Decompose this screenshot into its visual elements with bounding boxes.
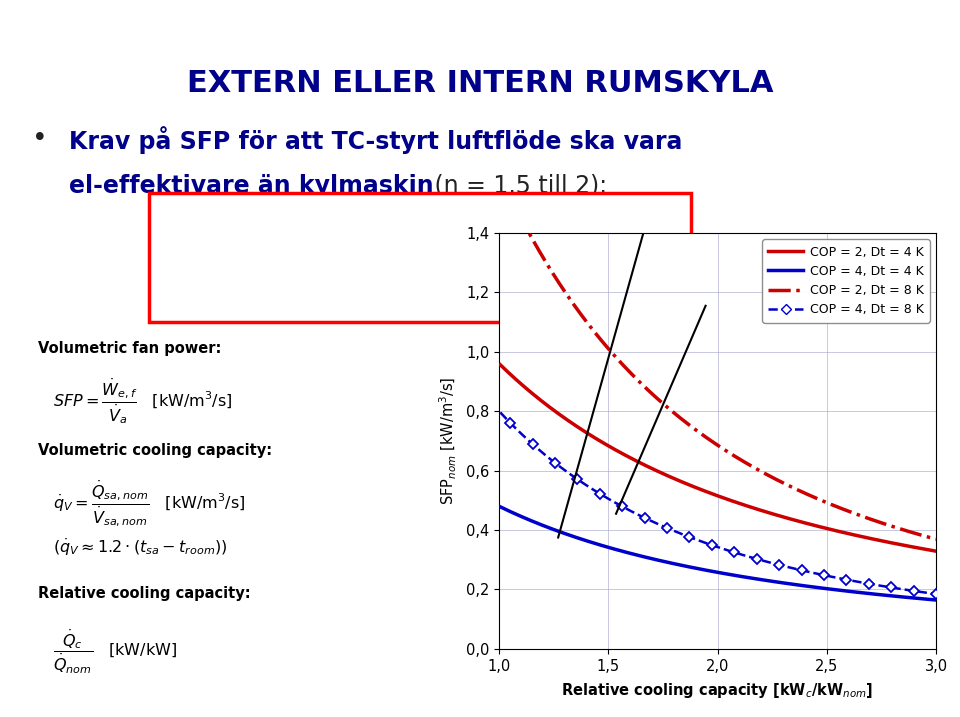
COP = 4, Dt = 4 K bbox=[607, 544, 618, 553]
X-axis label: Relative cooling capacity [kW$_c$/kW$_{nom}$]: Relative cooling capacity [kW$_c$/kW$_{n… bbox=[562, 680, 874, 700]
COP = 2, Dt = 8 K bbox=[607, 349, 618, 358]
COP = 4, Dt = 4 K bbox=[752, 575, 763, 584]
COP = 2, Dt = 8 K bbox=[785, 483, 797, 491]
Legend: COP = 2, Dt = 4 K, COP = 4, Dt = 4 K, COP = 2, Dt = 8 K, COP = 4, Dt = 8 K: COP = 2, Dt = 4 K, COP = 4, Dt = 4 K, CO… bbox=[762, 239, 929, 323]
COP = 4, Dt = 8 K bbox=[707, 541, 718, 549]
COP = 4, Dt = 8 K bbox=[751, 555, 762, 564]
COP = 2, Dt = 8 K bbox=[930, 535, 942, 543]
COP = 2, Dt = 4 K bbox=[691, 484, 703, 493]
Line: COP = 4, Dt = 8 K: COP = 4, Dt = 8 K bbox=[507, 419, 940, 597]
COP = 2, Dt = 4 K bbox=[494, 361, 506, 369]
Y-axis label: SFP$_{nom}$ [kW/m$^3$/s]: SFP$_{nom}$ [kW/m$^3$/s] bbox=[438, 376, 459, 505]
Text: (n = 1,5 till 2):: (n = 1,5 till 2): bbox=[427, 174, 608, 198]
COP = 2, Dt = 8 K bbox=[571, 305, 583, 314]
Text: $SFP_{nom} < \left(\dfrac{\dot{q}_V}{COP_c}\right)\cdot\left(\dfrac{\dot{Q}_{sa}: $SFP_{nom} < \left(\dfrac{\dot{q}_V}{COP… bbox=[165, 226, 675, 289]
COP = 2, Dt = 4 K bbox=[823, 525, 834, 533]
COP = 2, Dt = 8 K bbox=[691, 427, 703, 435]
Text: $SFP = \dfrac{\dot{W}_{e,f}}{\dot{V}_a}$   [kW/m$^3$/s]: $SFP = \dfrac{\dot{W}_{e,f}}{\dot{V}_a}$… bbox=[53, 376, 232, 426]
Text: $\dot{q}_V = \dfrac{\dot{Q}_{sa,nom}}{\dot{V}_{sa,nom}}$   [kW/m$^3$/s]: $\dot{q}_V = \dfrac{\dot{Q}_{sa,nom}}{\d… bbox=[53, 479, 245, 529]
COP = 4, Dt = 8 K bbox=[571, 475, 583, 483]
Text: Krav på SFP för att TC-styrt luftflöde ska vara: Krav på SFP för att TC-styrt luftflöde s… bbox=[69, 125, 683, 153]
COP = 2, Dt = 4 K bbox=[752, 505, 763, 513]
COP = 4, Dt = 8 K bbox=[818, 571, 829, 579]
COP = 4, Dt = 4 K bbox=[823, 584, 834, 593]
COP = 4, Dt = 8 K bbox=[549, 458, 561, 467]
COP = 4, Dt = 8 K bbox=[729, 548, 740, 556]
Text: 2010-02-09 Motor Control Meeting: 2010-02-09 Motor Control Meeting bbox=[17, 691, 281, 706]
COP = 2, Dt = 4 K bbox=[930, 547, 942, 556]
COP = 2, Dt = 8 K bbox=[752, 465, 763, 473]
Text: •: • bbox=[32, 126, 47, 153]
COP = 4, Dt = 8 K bbox=[885, 583, 897, 592]
COP = 2, Dt = 4 K bbox=[785, 515, 797, 523]
COP = 2, Dt = 8 K bbox=[823, 499, 834, 508]
COP = 4, Dt = 8 K bbox=[638, 513, 650, 522]
COP = 4, Dt = 8 K bbox=[616, 502, 628, 511]
Line: COP = 2, Dt = 4 K: COP = 2, Dt = 4 K bbox=[500, 365, 936, 551]
Text: Volumetric fan power:: Volumetric fan power: bbox=[38, 341, 222, 356]
Text: Per Fahlén: Per Fahlén bbox=[862, 691, 943, 706]
COP = 4, Dt = 8 K bbox=[796, 566, 807, 574]
COP = 4, Dt = 4 K bbox=[571, 533, 583, 542]
Text: EXTERN ELLER INTERN RUMSKYLA: EXTERN ELLER INTERN RUMSKYLA bbox=[187, 70, 773, 98]
Text: $\dfrac{\dot{Q}_c}{\dot{Q}_{nom}}$   [kW/kW]: $\dfrac{\dot{Q}_c}{\dot{Q}_{nom}}$ [kW/k… bbox=[53, 628, 177, 676]
COP = 4, Dt = 8 K bbox=[504, 419, 516, 427]
COP = 4, Dt = 4 K bbox=[785, 580, 797, 589]
COP = 2, Dt = 4 K bbox=[607, 444, 618, 452]
Text: $(\dot{q}_V \approx 1.2 \cdot (t_{sa} - t_{room}))$: $(\dot{q}_V \approx 1.2 \cdot (t_{sa} - … bbox=[53, 538, 228, 559]
COP = 4, Dt = 8 K bbox=[594, 490, 606, 498]
COP = 4, Dt = 8 K bbox=[863, 579, 875, 588]
COP = 2, Dt = 8 K bbox=[494, 171, 506, 180]
Text: el-effektivare än kylmaskin: el-effektivare än kylmaskin bbox=[69, 174, 434, 198]
COP = 4, Dt = 4 K bbox=[930, 596, 942, 604]
COP = 4, Dt = 8 K bbox=[684, 533, 695, 541]
COP = 4, Dt = 8 K bbox=[527, 440, 539, 448]
COP = 2, Dt = 4 K bbox=[571, 422, 583, 431]
Text: Volumetric cooling capacity:: Volumetric cooling capacity: bbox=[38, 442, 273, 457]
Line: COP = 4, Dt = 4 K: COP = 4, Dt = 4 K bbox=[500, 507, 936, 600]
Text: Building Services Engineering: Building Services Engineering bbox=[473, 9, 943, 38]
Bar bbox=[149, 193, 691, 323]
COP = 4, Dt = 8 K bbox=[774, 561, 785, 569]
COP = 4, Dt = 8 K bbox=[661, 523, 673, 532]
COP = 4, Dt = 8 K bbox=[908, 587, 920, 595]
COP = 4, Dt = 8 K bbox=[930, 590, 942, 599]
COP = 4, Dt = 4 K bbox=[691, 564, 703, 573]
Text: Relative cooling capacity:: Relative cooling capacity: bbox=[38, 586, 251, 601]
Line: COP = 2, Dt = 8 K: COP = 2, Dt = 8 K bbox=[500, 176, 936, 539]
Text: Chalmers: Chalmers bbox=[17, 9, 178, 38]
COP = 4, Dt = 4 K bbox=[494, 503, 506, 511]
COP = 4, Dt = 8 K bbox=[841, 575, 852, 584]
